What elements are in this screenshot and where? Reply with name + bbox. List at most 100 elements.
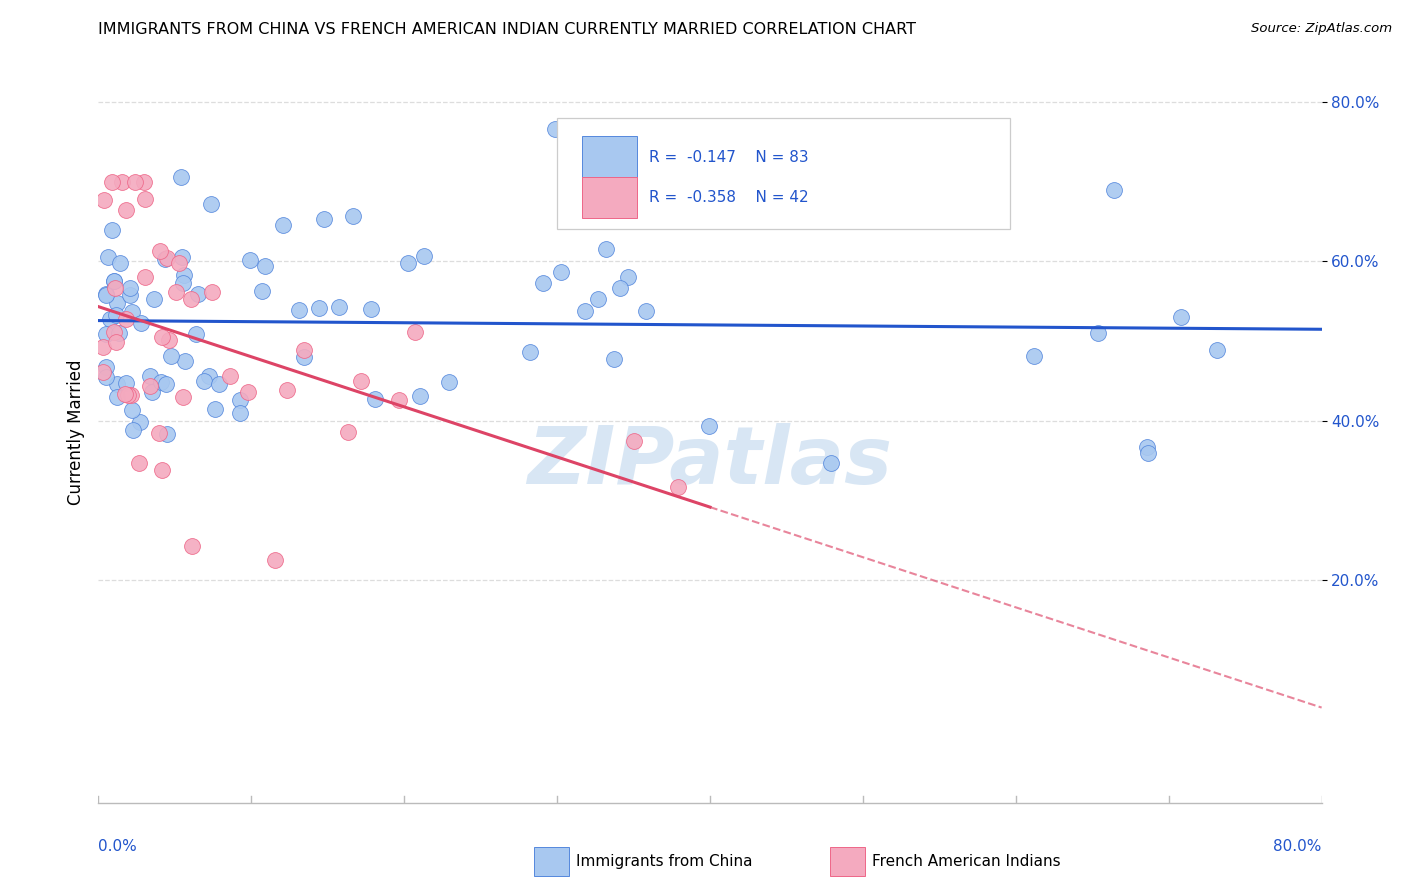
Point: [1087, 326, 1109, 341]
Point: [174, 354, 197, 368]
Point: [165, 285, 187, 299]
Point: [94, 286, 117, 301]
Point: [155, 377, 177, 392]
Point: [150, 375, 173, 389]
Bar: [582, 178, 637, 218]
Point: [263, 553, 285, 567]
Point: [820, 456, 842, 470]
Point: [134, 269, 156, 284]
Point: [292, 350, 315, 364]
Point: [103, 274, 125, 288]
Point: [228, 406, 250, 420]
Text: ZIPatlas: ZIPatlas: [527, 423, 893, 501]
Point: [91, 365, 114, 379]
Text: R =  -0.147    N = 83: R = -0.147 N = 83: [648, 150, 808, 165]
Point: [172, 250, 194, 264]
Point: [172, 390, 194, 404]
Point: [616, 269, 638, 284]
Point: [1104, 182, 1126, 196]
Point: [200, 197, 222, 211]
Point: [143, 292, 166, 306]
Point: [1136, 446, 1159, 460]
Point: [253, 259, 276, 273]
Point: [544, 122, 567, 136]
Point: [184, 326, 207, 341]
Point: [114, 202, 136, 217]
Point: [623, 434, 645, 448]
Point: [550, 265, 572, 279]
Point: [156, 427, 179, 442]
Point: [124, 175, 146, 189]
Point: [193, 374, 215, 388]
Point: [139, 378, 162, 392]
Point: [91, 340, 114, 354]
Point: [180, 539, 202, 553]
Point: [134, 192, 156, 206]
Point: [198, 369, 221, 384]
Point: [148, 426, 170, 441]
Point: [157, 334, 180, 348]
Point: [271, 218, 294, 232]
Point: [121, 305, 143, 319]
Point: [1136, 440, 1159, 454]
Point: [412, 249, 434, 263]
Point: [228, 393, 250, 408]
Point: [363, 392, 385, 406]
Point: [100, 175, 122, 189]
Point: [97, 250, 120, 264]
Point: [519, 344, 541, 359]
Point: [94, 327, 117, 342]
Point: [139, 369, 162, 384]
Point: [187, 286, 209, 301]
Point: [409, 389, 432, 403]
Point: [201, 285, 224, 300]
Point: [336, 425, 359, 439]
Text: French American Indians: French American Indians: [872, 855, 1060, 869]
Point: [276, 384, 298, 398]
Point: [350, 375, 373, 389]
Point: [111, 175, 134, 189]
Text: Immigrants from China: Immigrants from China: [576, 855, 754, 869]
Point: [342, 210, 364, 224]
Point: [252, 284, 274, 298]
Point: [141, 384, 163, 399]
Point: [173, 268, 195, 282]
Point: [150, 463, 173, 477]
Point: [115, 376, 138, 391]
Point: [103, 326, 125, 340]
Point: [531, 276, 554, 290]
Point: [160, 349, 183, 363]
Text: 80.0%: 80.0%: [1274, 838, 1322, 854]
Point: [314, 212, 336, 227]
Point: [697, 418, 720, 433]
Point: [634, 303, 657, 318]
Point: [328, 300, 350, 314]
Text: Source: ZipAtlas.com: Source: ZipAtlas.com: [1251, 22, 1392, 36]
Point: [103, 274, 125, 288]
Point: [167, 256, 190, 270]
Point: [105, 295, 128, 310]
Point: [150, 330, 173, 344]
Point: [170, 169, 193, 184]
Point: [131, 316, 153, 330]
Text: 0.0%: 0.0%: [98, 838, 138, 854]
Point: [396, 256, 419, 270]
Point: [121, 403, 143, 417]
Point: [149, 244, 172, 259]
Point: [360, 301, 382, 316]
Bar: [582, 136, 637, 178]
Point: [94, 288, 117, 302]
Point: [114, 387, 136, 401]
Point: [668, 480, 690, 494]
Point: [101, 222, 124, 236]
Text: IMMIGRANTS FROM CHINA VS FRENCH AMERICAN INDIAN CURRENTLY MARRIED CORRELATION CH: IMMIGRANTS FROM CHINA VS FRENCH AMERICAN…: [98, 22, 917, 37]
Point: [1022, 349, 1045, 363]
Point: [120, 388, 142, 402]
Point: [98, 311, 121, 326]
Point: [288, 303, 311, 318]
Point: [94, 359, 117, 374]
Point: [153, 252, 176, 267]
Point: [586, 292, 609, 306]
Point: [308, 301, 330, 315]
Point: [94, 370, 117, 384]
